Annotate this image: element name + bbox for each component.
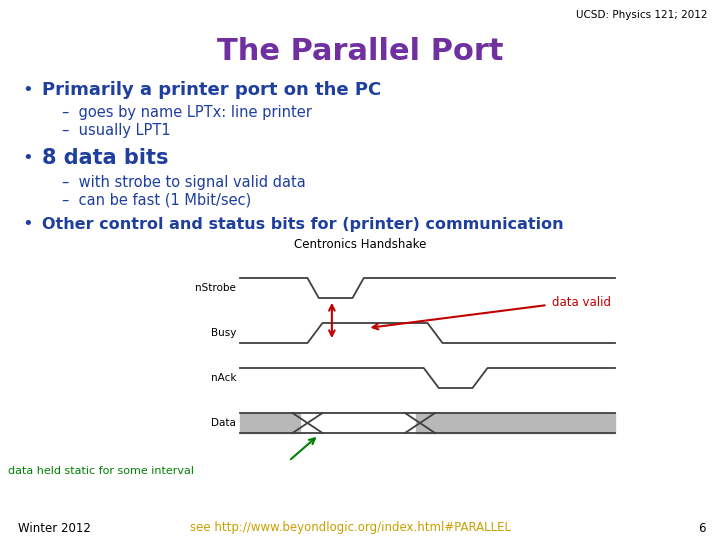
Bar	[240, 413, 300, 433]
Text: see http://www.beyondlogic.org/index.html#PARALLEL: see http://www.beyondlogic.org/index.htm…	[190, 522, 511, 535]
Text: Centronics Handshake: Centronics Handshake	[294, 238, 426, 251]
Text: –  goes by name LPTx: line printer: – goes by name LPTx: line printer	[62, 105, 312, 120]
Text: –  with strobe to signal valid data: – with strobe to signal valid data	[62, 174, 306, 190]
Text: Data: Data	[211, 418, 236, 428]
Text: –  can be fast (1 Mbit/sec): – can be fast (1 Mbit/sec)	[62, 192, 251, 207]
Text: Winter 2012: Winter 2012	[18, 522, 91, 535]
Text: Busy: Busy	[211, 328, 236, 338]
Text: nStrobe: nStrobe	[195, 283, 236, 293]
Text: data held static for some interval: data held static for some interval	[8, 466, 194, 476]
Text: •: •	[22, 215, 32, 233]
Text: –  usually LPT1: – usually LPT1	[62, 124, 171, 138]
Text: •: •	[22, 149, 32, 167]
Text: 8 data bits: 8 data bits	[42, 148, 168, 168]
Text: UCSD: Physics 121; 2012: UCSD: Physics 121; 2012	[577, 10, 708, 20]
Text: Primarily a printer port on the PC: Primarily a printer port on the PC	[42, 81, 382, 99]
Bar	[416, 413, 615, 433]
Text: data valid: data valid	[552, 296, 611, 309]
Text: 6: 6	[698, 522, 706, 535]
Text: •: •	[22, 81, 32, 99]
Text: Other control and status bits for (printer) communication: Other control and status bits for (print…	[42, 217, 564, 232]
Text: The Parallel Port: The Parallel Port	[217, 37, 503, 66]
Text: nAck: nAck	[210, 373, 236, 383]
